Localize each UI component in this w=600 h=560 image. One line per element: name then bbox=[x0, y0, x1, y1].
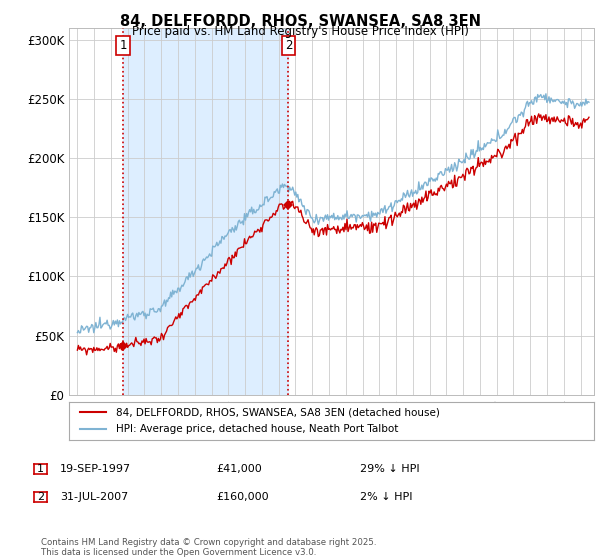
Text: Price paid vs. HM Land Registry's House Price Index (HPI): Price paid vs. HM Land Registry's House … bbox=[131, 25, 469, 38]
Text: 1: 1 bbox=[119, 39, 127, 52]
Text: 84, DELFFORDD, RHOS, SWANSEA, SA8 3EN (detached house): 84, DELFFORDD, RHOS, SWANSEA, SA8 3EN (d… bbox=[116, 407, 440, 417]
Text: 29% ↓ HPI: 29% ↓ HPI bbox=[360, 464, 419, 474]
Text: £41,000: £41,000 bbox=[216, 464, 262, 474]
Text: 84, DELFFORDD, RHOS, SWANSEA, SA8 3EN: 84, DELFFORDD, RHOS, SWANSEA, SA8 3EN bbox=[119, 14, 481, 29]
Text: 2: 2 bbox=[284, 39, 292, 52]
Text: HPI: Average price, detached house, Neath Port Talbot: HPI: Average price, detached house, Neat… bbox=[116, 424, 398, 434]
Bar bbox=[123, 28, 289, 395]
Text: 31-JUL-2007: 31-JUL-2007 bbox=[60, 492, 128, 502]
Text: 19-SEP-1997: 19-SEP-1997 bbox=[60, 464, 131, 474]
Text: £160,000: £160,000 bbox=[216, 492, 269, 502]
Text: Contains HM Land Registry data © Crown copyright and database right 2025.
This d: Contains HM Land Registry data © Crown c… bbox=[41, 538, 376, 557]
Text: 2: 2 bbox=[37, 492, 44, 502]
Text: 2% ↓ HPI: 2% ↓ HPI bbox=[360, 492, 413, 502]
Text: 1: 1 bbox=[37, 464, 44, 474]
